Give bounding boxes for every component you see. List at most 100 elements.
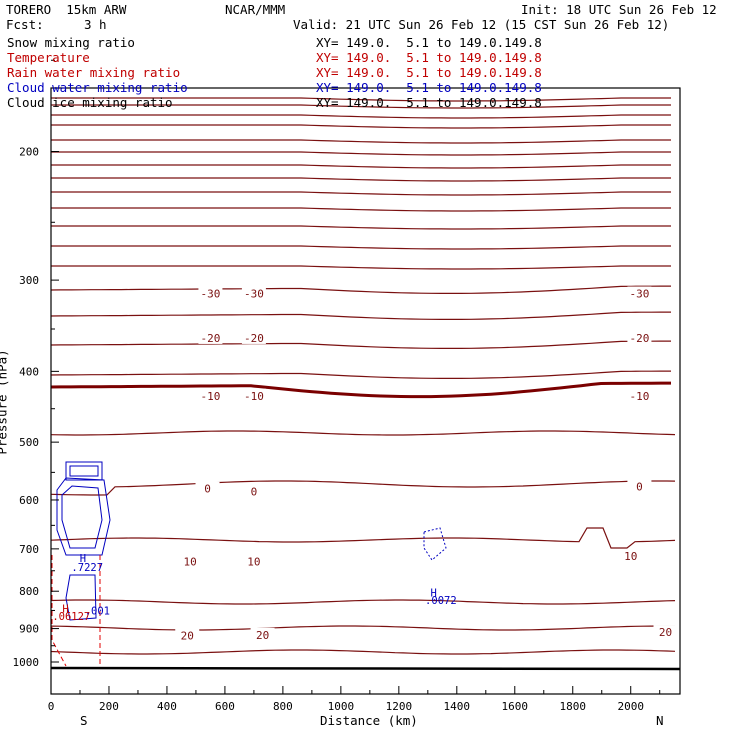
legend-cloud-ice-xy: XY= 149.0. 5.1 to 149.0.149.8 xyxy=(316,95,542,110)
model-name: TORERO 15km ARW xyxy=(6,2,127,17)
temperature-contour xyxy=(50,527,676,549)
plot-frame xyxy=(50,87,681,695)
rain-water-contour xyxy=(51,555,101,667)
field-extremum-label: H xyxy=(80,553,86,565)
y-tick-label: 200 xyxy=(19,146,39,159)
x-tick-label: 1000 xyxy=(328,700,355,713)
x-axis-title: Distance (km) xyxy=(320,713,418,728)
x-tick-label: 1400 xyxy=(444,700,471,713)
x-tick-label: 800 xyxy=(273,700,293,713)
contour-label-bg xyxy=(198,286,223,300)
legend-snow: Snow mixing ratio xyxy=(7,35,135,50)
temperature-contour xyxy=(51,151,671,156)
temperature-contour-label: 10 xyxy=(247,556,260,569)
center-name: NCAR/MMM xyxy=(225,2,286,17)
temperature-contour xyxy=(50,285,671,294)
axes: 0 200 400 600 800 1000 1200 1400 1600 1800 2000200… xyxy=(13,59,661,713)
x-tick-label: 200 xyxy=(99,700,119,713)
field-extremum-label: H xyxy=(430,587,436,599)
x-tick-label: 1800 xyxy=(560,700,587,713)
field-extremum-label: H xyxy=(62,604,68,616)
y-axis-title: Pressure (hPa) xyxy=(0,349,10,455)
temperature-contour-label: -30 xyxy=(200,288,220,301)
temperature-contour-label: 10 xyxy=(624,550,637,563)
y-tick-label: 600 xyxy=(19,494,39,507)
contour-labels: -30 -30 -30 -20 -20 -20 -10 -10 -10 0 0 0 10 10 10 20 20… xyxy=(52,286,678,643)
temperature-contour xyxy=(50,430,676,436)
cloud-water-contour xyxy=(61,485,103,549)
temperature-contour-label: -20 xyxy=(200,332,220,345)
y-tick-label: 900 xyxy=(19,623,39,636)
contour-label-bg xyxy=(198,330,223,344)
legend-temperature-xy: XY= 149.0. 5.1 to 149.0.149.8 xyxy=(316,50,542,65)
contour-label-bg xyxy=(627,479,652,493)
temperature-contour xyxy=(50,599,676,605)
contour-label-bg xyxy=(241,330,266,344)
contour-label-bg xyxy=(627,330,652,344)
x-tick-label: 400 xyxy=(157,700,177,713)
temperature-contour-label: -10 xyxy=(629,390,649,403)
field-extremum-label: .001 xyxy=(85,605,110,617)
field-extremum-label: .06127 xyxy=(52,611,90,623)
contour-label-bg xyxy=(250,627,275,641)
y-tick-label: 500 xyxy=(19,436,39,449)
y-tick-label: 700 xyxy=(19,543,39,556)
valid-time: Valid: 21 UTC Sun 26 Feb 12 (15 CST Sun … xyxy=(293,17,670,32)
temperature-contour xyxy=(51,207,671,212)
temperature-contour xyxy=(50,625,675,631)
temperature-contour-label: -30 xyxy=(629,288,649,301)
y-tick-label: 300 xyxy=(19,274,39,287)
temperature-contour xyxy=(51,265,671,270)
temperature-contour xyxy=(51,97,671,102)
temperature-contour xyxy=(51,191,671,196)
temperature-contour-label: 0 xyxy=(204,483,211,496)
cloud-water-contour xyxy=(423,527,447,561)
temperature-contour-label: -10 xyxy=(244,390,264,403)
temperature-contour-label: 0 xyxy=(251,485,258,498)
temperature-contour xyxy=(50,649,676,655)
contour-label-bg xyxy=(175,628,200,642)
temperature-contour xyxy=(51,139,671,144)
temperature-contour xyxy=(50,370,671,379)
temperature-contour-label: 20 xyxy=(181,630,194,643)
y-tick-label: 1000 xyxy=(13,656,40,669)
temperature-contour xyxy=(51,164,671,169)
temperature-contour xyxy=(51,245,671,250)
legend-cloud-ice: Cloud ice mixing ratio xyxy=(7,95,173,110)
cloud-water-contour xyxy=(65,461,103,481)
cloud-features xyxy=(51,461,447,667)
contour-label-bg xyxy=(241,484,266,498)
temperature-contour-label: -20 xyxy=(244,332,264,345)
legend-rain: Rain water mixing ratio xyxy=(7,65,181,80)
temperature-contour xyxy=(51,177,671,182)
temperature-contour-label: 20 xyxy=(659,626,672,639)
cloud-water-contour xyxy=(65,574,97,621)
legend-rain-xy: XY= 149.0. 5.1 to 149.0.149.8 xyxy=(316,65,542,80)
temperature-contour xyxy=(51,225,671,230)
cloud-water-contour xyxy=(56,477,111,556)
cloud-water-contour xyxy=(69,465,99,477)
freezing-level-contour xyxy=(50,381,671,399)
contour-label-bg xyxy=(618,549,643,563)
contour-label-bg xyxy=(241,286,266,300)
contour-label-bg xyxy=(241,554,266,568)
contour-label-bg xyxy=(178,554,203,568)
contour-label-bg xyxy=(198,388,223,402)
contour-label-bg xyxy=(195,481,220,495)
x-tick-label: 1200 xyxy=(386,700,413,713)
y-tick-label: 800 xyxy=(19,585,39,598)
temperature-contour xyxy=(50,311,671,320)
start-label: S xyxy=(80,713,88,728)
x-tick-label: 2000 xyxy=(617,700,644,713)
x-tick-label: 600 xyxy=(215,700,235,713)
legend-cloud-water-xy: XY= 149.0. 5.1 to 149.0.149.8 xyxy=(316,80,542,95)
temperature-contour xyxy=(51,104,671,109)
legend-temperature: Temperature xyxy=(7,50,90,65)
x-tick-label: 1600 xyxy=(502,700,529,713)
field-extremum-label: .7227 xyxy=(71,562,103,574)
temperature-contour-label: 10 xyxy=(184,556,197,569)
legend-cloud-water: Cloud water mixing ratio xyxy=(7,80,188,95)
legend-snow-xy: XY= 149.0. 5.1 to 149.0.149.8 xyxy=(316,35,542,50)
y-tick-label: 400 xyxy=(19,365,39,378)
